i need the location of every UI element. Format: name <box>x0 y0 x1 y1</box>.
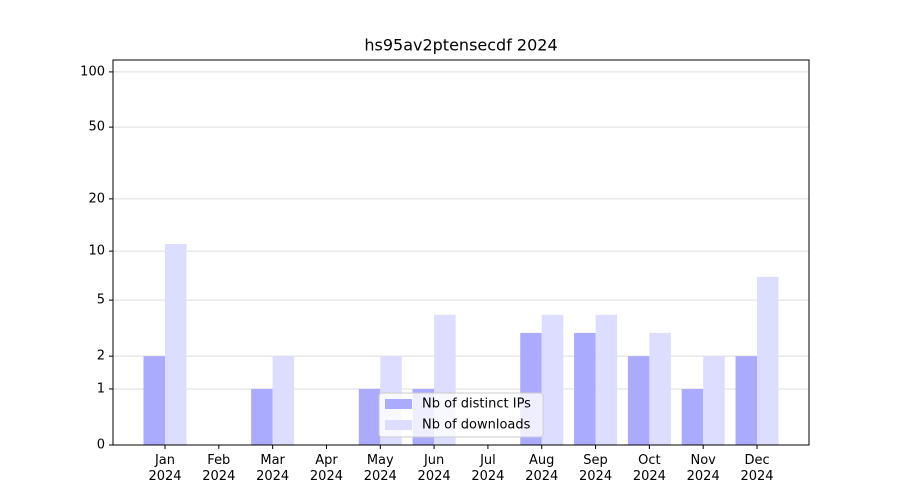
x-tick-label: Nov 2024 <box>686 453 720 484</box>
bar <box>681 388 704 445</box>
bar <box>541 314 564 445</box>
bar <box>165 244 187 445</box>
y-tick-label: 2 <box>97 349 105 364</box>
bar <box>627 356 650 445</box>
bar <box>757 276 779 445</box>
bar <box>143 356 165 445</box>
y-tick-label: 1 <box>97 381 105 396</box>
y-tick-label: 50 <box>88 120 105 135</box>
y-tick-label: 0 <box>97 438 105 453</box>
bar <box>272 356 295 445</box>
legend-swatch <box>385 420 412 430</box>
bar <box>649 332 671 445</box>
x-tick-label: Jun 2024 <box>417 453 451 484</box>
x-tick-label: Jan 2024 <box>148 453 182 484</box>
bar <box>251 388 273 445</box>
legend-label: Nb of distinct IPs <box>422 397 531 412</box>
y-tick-label: 20 <box>88 191 105 206</box>
legend: Nb of distinct IPs Nb of downloads <box>378 392 544 438</box>
plot-frame <box>112 59 810 446</box>
legend-box <box>378 392 544 438</box>
legend-label: Nb of downloads <box>422 418 531 433</box>
x-tick-label: Feb 2024 <box>202 453 236 484</box>
bar <box>703 356 725 445</box>
bar <box>735 356 758 445</box>
x-tick-label: Oct 2024 <box>632 453 666 484</box>
legend-swatch <box>385 399 412 409</box>
x-tick-label: May 2024 <box>363 453 397 484</box>
bar <box>574 332 596 445</box>
x-tick-label: Mar 2024 <box>256 453 290 484</box>
bar <box>595 314 618 445</box>
x-tick-label: Apr 2024 <box>309 453 343 484</box>
y-tick-label: 10 <box>88 244 105 259</box>
x-tick-label: Dec 2024 <box>740 453 774 484</box>
y-tick-label: 5 <box>97 293 105 308</box>
x-tick-label: Jul 2024 <box>471 453 505 484</box>
x-tick-label: Sep 2024 <box>579 453 613 484</box>
chart-title: hs95av2ptensecdf 2024 <box>364 36 557 55</box>
bar <box>358 388 381 445</box>
y-tick-label: 100 <box>80 64 105 79</box>
x-tick-label: Aug 2024 <box>525 453 559 484</box>
